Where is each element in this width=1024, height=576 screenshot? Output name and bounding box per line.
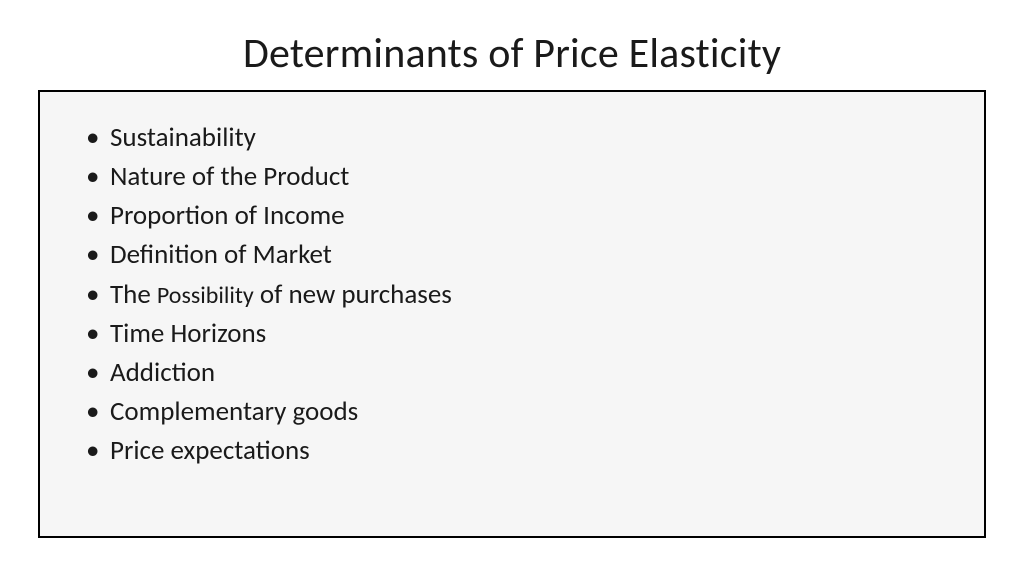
bullet-list: Sustainability Nature of the Product Pro… xyxy=(86,118,974,470)
list-item-suffix: of new purchases xyxy=(254,278,452,311)
slide-container: Determinants of Price Elasticity Sustain… xyxy=(0,0,1024,576)
list-item: Sustainability xyxy=(86,118,974,157)
list-item: Time Horizons xyxy=(86,314,974,353)
list-item-small: Possibility xyxy=(157,281,254,310)
content-box: Sustainability Nature of the Product Pro… xyxy=(38,90,986,538)
list-item: Addiction xyxy=(86,353,974,392)
list-item: Definition of Market xyxy=(86,235,974,274)
list-item: Complementary goods xyxy=(86,392,974,431)
slide-title: Determinants of Price Elasticity xyxy=(0,28,1024,79)
list-item: Proportion of Income xyxy=(86,196,974,235)
list-item: Price expectations xyxy=(86,431,974,470)
list-item: Nature of the Product xyxy=(86,157,974,196)
list-item-prefix: The xyxy=(110,278,157,311)
list-item: The Possibility of new purchases xyxy=(86,275,974,314)
